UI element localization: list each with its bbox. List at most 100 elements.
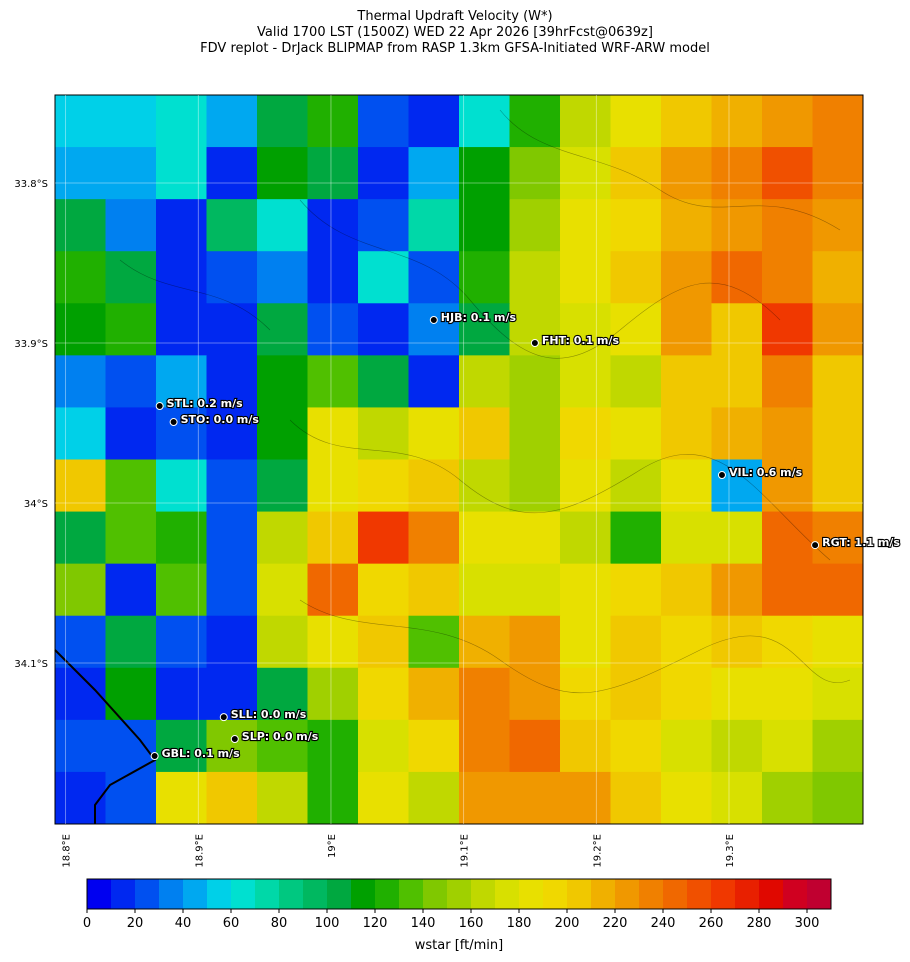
grid-cell xyxy=(55,719,106,773)
grid-cell xyxy=(105,771,157,825)
grid-cell xyxy=(307,407,359,460)
grid-cell xyxy=(509,615,561,669)
grid-cell xyxy=(55,251,106,304)
colorbar-swatch xyxy=(423,879,448,909)
colorbar-swatch xyxy=(399,879,424,909)
grid-cell xyxy=(105,459,157,513)
grid-cell xyxy=(661,771,712,825)
grid-cell xyxy=(156,771,207,825)
grid-cell xyxy=(661,199,712,252)
grid-cell xyxy=(610,719,662,773)
grid-cell xyxy=(762,95,813,148)
colorbar-tick-label: 180 xyxy=(507,916,532,931)
grid-cell xyxy=(661,719,712,773)
grid-cell xyxy=(711,199,763,252)
grid-cell xyxy=(762,615,813,669)
grid-cell xyxy=(408,355,460,408)
grid-cell xyxy=(257,407,308,460)
grid-cell xyxy=(711,355,763,408)
colorbar-tick-label: 260 xyxy=(699,916,724,931)
grid-cell xyxy=(206,407,258,460)
colorbar-swatch xyxy=(591,879,616,909)
grid-cell xyxy=(307,355,359,408)
colorbar-swatch xyxy=(207,879,232,909)
grid-cell xyxy=(156,95,207,148)
station-label: FHT: 0.1 m/s xyxy=(542,334,620,347)
grid-cell xyxy=(55,459,106,513)
grid-cell xyxy=(762,303,813,356)
colorbar-frame xyxy=(86,878,832,910)
grid-cell xyxy=(408,771,460,825)
grid-cell xyxy=(105,511,157,565)
grid-cell xyxy=(408,719,460,773)
grid-cell xyxy=(812,459,864,513)
grid-cell xyxy=(206,511,258,565)
grid-cell xyxy=(610,251,662,304)
colorbar-tick-label: 100 xyxy=(315,916,340,931)
grid-cell xyxy=(610,199,662,252)
grid-cell xyxy=(509,251,561,304)
grid-cell xyxy=(257,667,308,721)
grid-cell xyxy=(55,355,106,408)
colorbar-swatch xyxy=(495,879,520,909)
grid-cell xyxy=(55,615,106,669)
colorbar-swatch xyxy=(375,879,400,909)
station-label: SLP: 0.0 m/s xyxy=(242,730,319,743)
colorbar-swatch xyxy=(183,879,208,909)
grid-cell xyxy=(156,459,207,513)
grid-cell xyxy=(408,303,460,356)
colorbar-swatch xyxy=(111,879,136,909)
grid-cell xyxy=(257,95,308,148)
colorbar: 0 20 40 60 80 100 120 140 160 180 200 220 240 260 280 3… xyxy=(83,878,832,931)
grid-cell xyxy=(206,355,258,408)
station-marker xyxy=(219,713,228,722)
x-tick-label: 19°E xyxy=(327,834,338,858)
grid-cell xyxy=(509,459,561,513)
grid-cell xyxy=(560,459,611,513)
station-marker xyxy=(717,471,726,480)
colorbar-swatch xyxy=(735,879,760,909)
grid-cell xyxy=(206,199,258,252)
grid-cell xyxy=(257,355,308,408)
grid-cell xyxy=(762,355,813,408)
x-tick-label: 19.3°E xyxy=(725,834,736,868)
grid-cell xyxy=(762,667,813,721)
colorbar-tick-label: 220 xyxy=(603,916,628,931)
grid-cell xyxy=(307,667,359,721)
colorbar-tick-label: 240 xyxy=(651,916,676,931)
grid-cell xyxy=(459,147,510,200)
grid-cell xyxy=(257,459,308,513)
grid-cell xyxy=(408,459,460,513)
grid-cell xyxy=(408,615,460,669)
grid-cell xyxy=(105,303,157,356)
grid-cell xyxy=(509,563,561,617)
grid-cell xyxy=(105,407,157,460)
grid-cell xyxy=(307,147,359,200)
title-line: FDV replot - DrJack BLIPMAP from RASP 1.… xyxy=(200,41,710,56)
colorbar-swatch xyxy=(159,879,184,909)
grid-cell xyxy=(509,771,561,825)
y-tick-label: 34.1°S xyxy=(14,659,48,670)
grid-cell xyxy=(812,719,864,773)
grid-cell xyxy=(812,407,864,460)
colorbar-swatch xyxy=(711,879,736,909)
colorbar-tick-label: 120 xyxy=(363,916,388,931)
grid-cell xyxy=(509,95,561,148)
x-tick-label: 19.2°E xyxy=(592,834,603,868)
grid-cell xyxy=(661,459,712,513)
grid-cell xyxy=(812,511,864,565)
grid-cell xyxy=(711,771,763,825)
heatmap xyxy=(55,95,864,825)
station-marker xyxy=(169,418,178,427)
grid-cell xyxy=(358,667,409,721)
grid-cell xyxy=(560,407,611,460)
grid-cell xyxy=(257,511,308,565)
grid-cell xyxy=(762,199,813,252)
station-marker xyxy=(230,735,239,744)
grid-cell xyxy=(812,355,864,408)
grid-cell xyxy=(206,771,258,825)
grid-cell xyxy=(560,667,611,721)
grid-cell xyxy=(358,407,409,460)
grid-cell xyxy=(156,251,207,304)
